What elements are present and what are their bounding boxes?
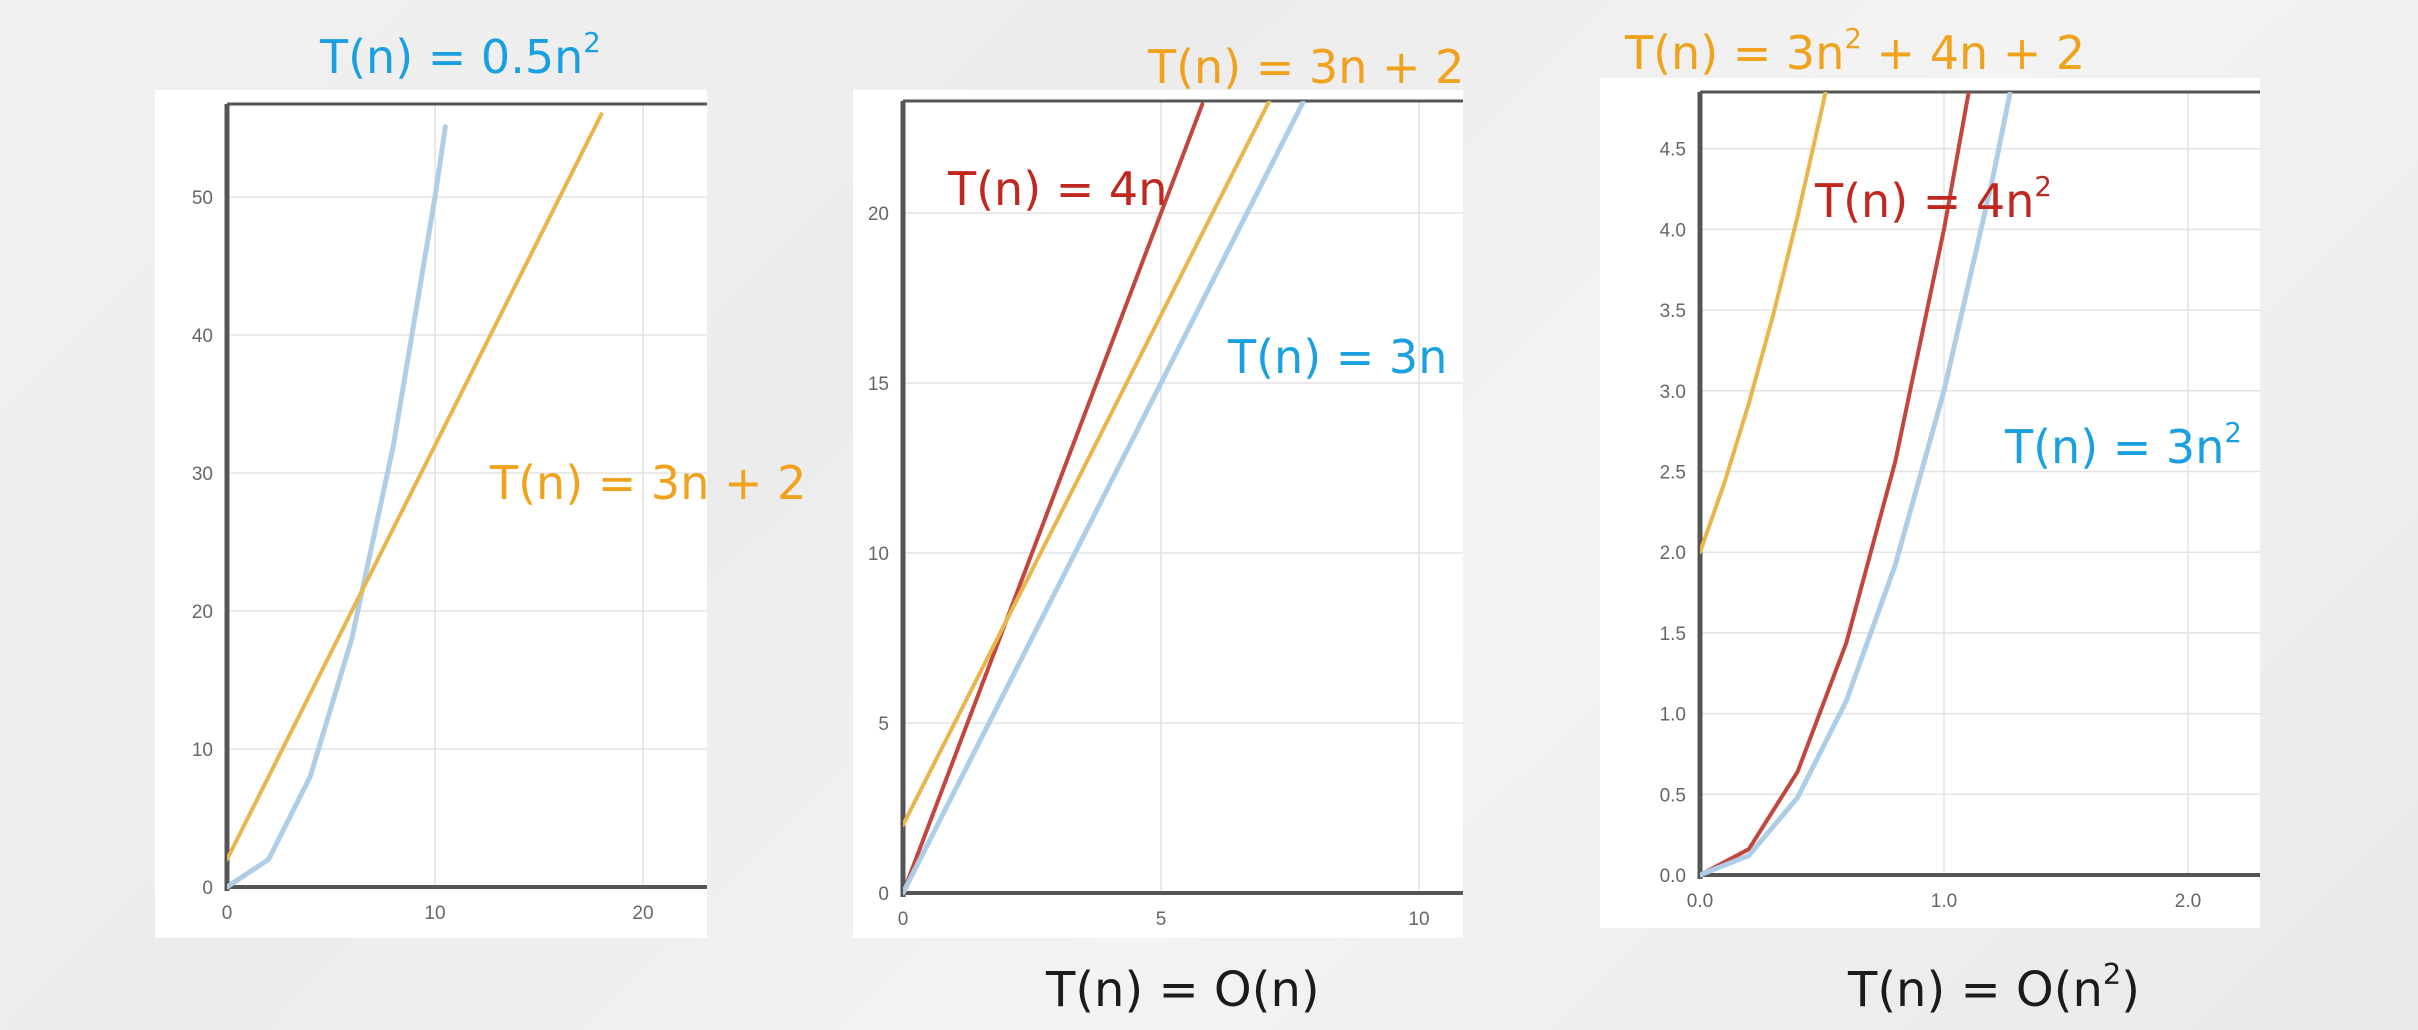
y-tick-label: 40 [192, 326, 213, 347]
y-tick-label: 30 [192, 464, 213, 485]
label-3n: T(n) = 3n [1228, 330, 1448, 384]
x-tick-label: 0 [222, 903, 233, 924]
series-line-orange [1700, 92, 1828, 555]
y-tick-label: 20 [868, 204, 889, 225]
y-tick-label: 50 [192, 188, 213, 209]
y-tick-label: 20 [192, 602, 213, 623]
label-3n-plus-2-middle: T(n) = 3n + 2 [1148, 40, 1465, 94]
y-tick-label: 1.0 [1660, 705, 1686, 726]
y-tick-label: 2.0 [1660, 543, 1686, 564]
chart-panel-linear: 0 5 10 0 5 10 15 20 [853, 90, 1463, 938]
series-line-blue [1700, 92, 2013, 878]
x-tick-label: 1.0 [1931, 891, 1957, 912]
y-tick-label: 4.5 [1660, 140, 1686, 161]
y-tick-label: 1.5 [1660, 624, 1686, 645]
x-tick-label: 0 [898, 909, 909, 930]
y-tick-label: 10 [868, 544, 889, 565]
label-3n-squared: T(n) = 3n2 [2005, 416, 2242, 474]
label-4n: T(n) = 4n [948, 162, 1168, 216]
x-tick-label: 10 [424, 903, 445, 924]
series-line-orange [903, 101, 1272, 827]
y-tick-label: 15 [868, 374, 889, 395]
y-tick-label: 2.5 [1660, 463, 1686, 484]
x-tick-label: 10 [1408, 909, 1429, 930]
y-tick-label: 4.0 [1660, 220, 1686, 241]
series-line-red [903, 102, 1205, 895]
y-tick-label: 0.5 [1660, 785, 1686, 806]
caption-big-o-n: T(n) = O(n) [1046, 962, 1320, 1018]
y-tick-label: 3.0 [1660, 382, 1686, 403]
series-line-orange [227, 112, 604, 862]
chart-panel-quadratic: 0.0 1.0 2.0 0.0 0.5 1.0 1.5 2.0 2.5 3.0 3.5 4.0 4.5 [1600, 78, 2260, 928]
y-tick-label: 0 [202, 878, 213, 899]
chart-plot-2: 0 5 10 0 5 10 15 20 [868, 99, 1463, 930]
x-tick-label: 20 [632, 903, 653, 924]
y-tick-label: 0 [878, 884, 889, 905]
series-line-blue [227, 124, 448, 890]
caption-big-o-n-squared: T(n) = O(n2) [1848, 957, 2140, 1018]
x-tick-label: 2.0 [2175, 891, 2201, 912]
y-tick-label: 10 [192, 740, 213, 761]
label-3n2-4n-2: T(n) = 3n2 + 4n + 2 [1625, 22, 2086, 80]
chart-plot-1: 0 10 20 0 10 20 30 40 50 [192, 102, 707, 924]
label-half-n-squared: T(n) = 0.5n2 [320, 26, 601, 84]
label-4n-squared: T(n) = 4n2 [1815, 170, 2052, 228]
chart-panel-quadratic-vs-linear: 0 10 20 0 10 20 30 40 50 [155, 90, 707, 938]
x-tick-label: 5 [1156, 909, 1167, 930]
label-3n-plus-2-left: T(n) = 3n + 2 [490, 456, 807, 510]
y-tick-label: 3.5 [1660, 301, 1686, 322]
y-tick-label: 5 [878, 714, 889, 735]
series-line-blue [903, 101, 1306, 896]
series-line-red [1700, 92, 1971, 877]
y-tick-label: 0.0 [1660, 866, 1686, 887]
x-tick-label: 0.0 [1687, 891, 1713, 912]
chart-plot-3: 0.0 1.0 2.0 0.0 0.5 1.0 1.5 2.0 2.5 3.0 3.5 4.0 4.5 [1660, 90, 2260, 912]
